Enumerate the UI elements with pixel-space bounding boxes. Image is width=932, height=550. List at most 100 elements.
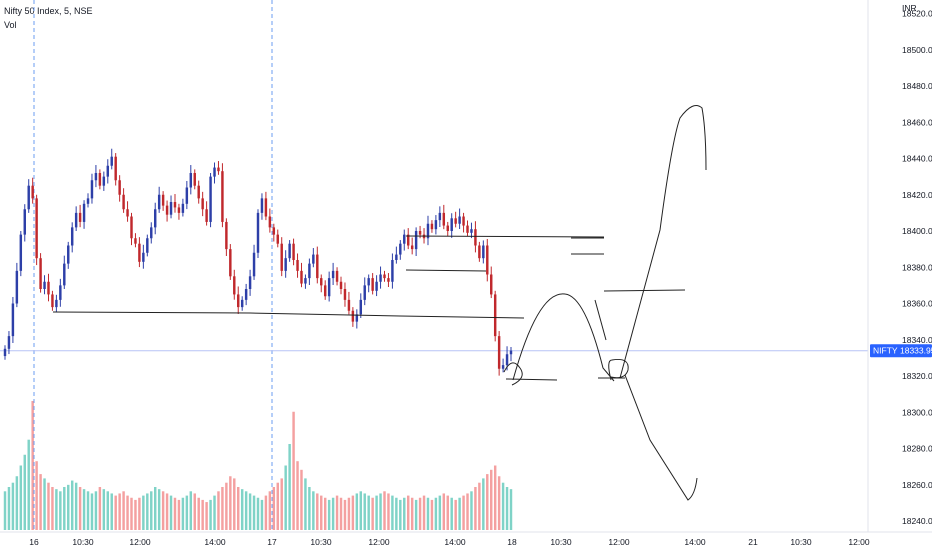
- volume-bar: [153, 487, 157, 530]
- x-tick-label: 16: [29, 537, 39, 547]
- candle: [86, 193, 90, 208]
- candle: [327, 271, 331, 302]
- tick-stroke[interactable]: [594, 299, 607, 341]
- candle: [323, 280, 327, 300]
- candle: [82, 200, 86, 229]
- volume-bar: [268, 491, 272, 530]
- candle: [35, 194, 38, 266]
- volume-bar: [252, 495, 256, 530]
- candle: [161, 191, 165, 211]
- resistance-line[interactable]: [405, 235, 605, 238]
- candle: [118, 175, 121, 202]
- volume-bar: [27, 439, 30, 530]
- candle: [367, 274, 370, 293]
- candle: [434, 215, 438, 235]
- candle: [233, 269, 236, 300]
- candle: [351, 307, 355, 327]
- candle: [98, 169, 102, 190]
- candle: [470, 222, 473, 239]
- candle: [74, 206, 78, 231]
- volume-bar: [82, 489, 86, 530]
- candle: [229, 244, 232, 280]
- candle: [391, 253, 394, 289]
- chart-title: Nifty 50 Index, 5, NSE: [4, 6, 93, 16]
- volume-bar: [343, 499, 347, 530]
- candle: [15, 262, 19, 308]
- price-axis[interactable]: INR 18520.00 18500.00 18480.00 18460.00 1844…: [867, 0, 932, 532]
- volume-bar: [3, 491, 7, 530]
- volume-bar: [403, 497, 406, 530]
- volume-bar: [442, 493, 446, 530]
- volume-bar: [466, 493, 469, 530]
- volume-bar: [189, 491, 193, 530]
- volume-bar: [387, 493, 390, 530]
- volume-label: Vol: [4, 20, 17, 30]
- volume-bar: [367, 495, 370, 530]
- candle: [244, 283, 248, 306]
- candle: [248, 269, 252, 296]
- volume-bar: [244, 491, 248, 530]
- volume-bar: [126, 495, 129, 530]
- volume-bar: [221, 487, 224, 530]
- y-tick-label: 18460.00: [902, 117, 932, 127]
- candle: [284, 250, 287, 278]
- candle: [335, 267, 339, 286]
- time-axis[interactable]: 16 10:30 12:00 14:00 17 10:30 12:00 14:00 18 10:3…: [0, 531, 932, 547]
- volume-bar: [51, 487, 54, 530]
- candle: [126, 201, 129, 222]
- volume-bar: [256, 497, 260, 530]
- range-line[interactable]: [405, 269, 487, 272]
- volume-bar: [90, 493, 94, 530]
- volume-bar: [67, 484, 70, 530]
- y-tick-label: 18240.00: [902, 516, 932, 526]
- volume-bar: [173, 497, 177, 530]
- volume-bar: [59, 491, 62, 530]
- x-tick-label: 10:30: [310, 537, 332, 547]
- last-price-value: 18333.95: [900, 346, 932, 356]
- volume-bar: [478, 482, 481, 530]
- volume-bar: [63, 487, 66, 530]
- volume-bar: [308, 487, 311, 530]
- candle: [142, 244, 145, 269]
- last-price-tag-bg: [870, 344, 932, 358]
- volume-bar: [418, 497, 422, 530]
- candle: [240, 296, 244, 311]
- volume-bar: [399, 499, 402, 530]
- currency-label: INR: [902, 3, 917, 13]
- x-tick-label: 12:00: [368, 537, 390, 547]
- upside-path[interactable]: [619, 105, 707, 379]
- candle: [181, 198, 185, 217]
- candle: [292, 238, 295, 266]
- volume-bar: [177, 499, 181, 530]
- volume-bar: [379, 493, 382, 530]
- volume-bar: [217, 491, 220, 530]
- volume-bar: [47, 482, 50, 530]
- volume-bar: [181, 497, 185, 530]
- low-line[interactable]: [505, 378, 558, 381]
- volume-bar: [209, 499, 212, 530]
- candle: [205, 201, 208, 226]
- volume-bar: [35, 461, 38, 530]
- downside-path[interactable]: [624, 374, 698, 501]
- candle: [442, 204, 446, 230]
- volume-bar: [320, 495, 323, 530]
- volume-bars: [3, 401, 513, 530]
- candle: [355, 309, 359, 329]
- candle: [316, 246, 319, 284]
- volume-bar: [15, 476, 19, 530]
- loop-stroke[interactable]: [503, 362, 523, 386]
- x-tick-label: 12:00: [129, 537, 151, 547]
- candle: [458, 208, 461, 230]
- candle: [462, 212, 465, 233]
- candle: [454, 211, 457, 228]
- candles: [3, 148, 513, 376]
- volume-bar: [351, 495, 355, 530]
- support-line[interactable]: [52, 311, 525, 319]
- bounce-curve[interactable]: [512, 293, 615, 382]
- candle: [150, 222, 153, 244]
- volume-bar: [363, 493, 366, 530]
- candle: [304, 274, 307, 289]
- volume-bar: [454, 499, 457, 530]
- target-line[interactable]: [603, 289, 686, 292]
